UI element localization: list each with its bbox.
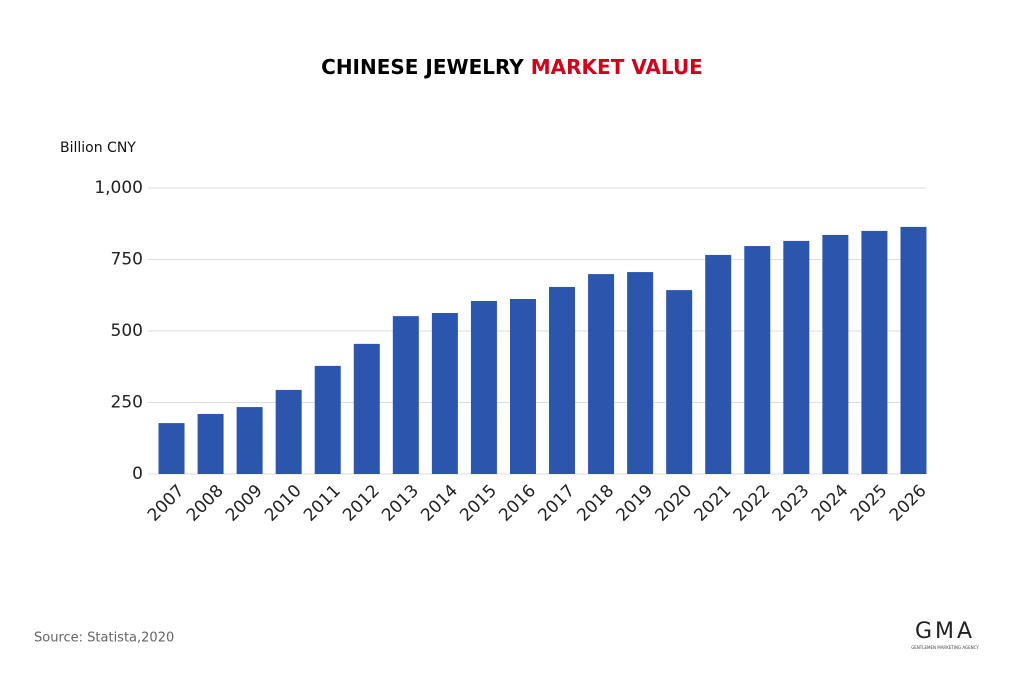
x-tick-label: 2014 (417, 481, 462, 526)
bar (744, 246, 771, 474)
title-part: CHINESE JEWELRY (321, 55, 524, 79)
bar (588, 274, 615, 474)
x-tick-label: 2024 (808, 481, 853, 526)
y-tick-label: 250 (111, 393, 143, 413)
bar (392, 316, 419, 474)
bar (861, 230, 888, 474)
bar (900, 226, 927, 474)
bar (509, 298, 536, 474)
x-tick-label: 2015 (456, 481, 501, 526)
x-tick-label: 2018 (573, 481, 618, 526)
x-tick-label: 2012 (339, 481, 384, 526)
title-part: MARKET VALUE (531, 55, 703, 79)
bar (158, 423, 185, 474)
y-tick-label: 500 (111, 321, 143, 341)
bar (549, 286, 576, 474)
x-tick-label: 2013 (378, 481, 423, 526)
bar (353, 343, 380, 474)
x-tick-label: 2011 (300, 481, 345, 526)
bar (783, 240, 810, 474)
logo: GMA (915, 619, 975, 644)
bar (431, 312, 458, 474)
bar (275, 389, 302, 474)
x-tick-label: 2010 (261, 481, 306, 526)
source: Source: Statista,2020 (34, 631, 174, 646)
x-tick-label: 2008 (183, 481, 228, 526)
bar (822, 234, 849, 474)
x-tick-label: 2023 (769, 481, 814, 526)
x-tick-label: 2021 (691, 481, 736, 526)
bar (627, 272, 654, 474)
x-tick-label: 2019 (612, 481, 657, 526)
x-tick-label: 2017 (534, 481, 579, 526)
y-axis-label: Billion CNY (60, 140, 136, 156)
bar (314, 365, 341, 474)
x-tick-label: 2026 (886, 481, 931, 526)
y-tick-label: 750 (111, 250, 143, 270)
x-tick-label: 2022 (730, 481, 775, 526)
y-tick-label: 1,000 (94, 178, 143, 198)
x-tick-label: 2016 (495, 481, 540, 526)
bar (666, 290, 693, 474)
bar (197, 413, 224, 474)
x-tick-label: 2007 (144, 481, 189, 526)
bar (470, 300, 497, 474)
x-tick-label: 2009 (222, 481, 267, 526)
logo-subtitle: GENTLEMEN MARKETING AGENCY (911, 645, 979, 650)
bar (236, 407, 263, 474)
chart-title: CHINESE JEWELRY MARKET VALUE (321, 55, 703, 79)
y-tick-label: 0 (132, 464, 143, 484)
x-tick-label: 2020 (652, 481, 697, 526)
x-tick-label: 2025 (847, 481, 892, 526)
bar (705, 254, 732, 474)
